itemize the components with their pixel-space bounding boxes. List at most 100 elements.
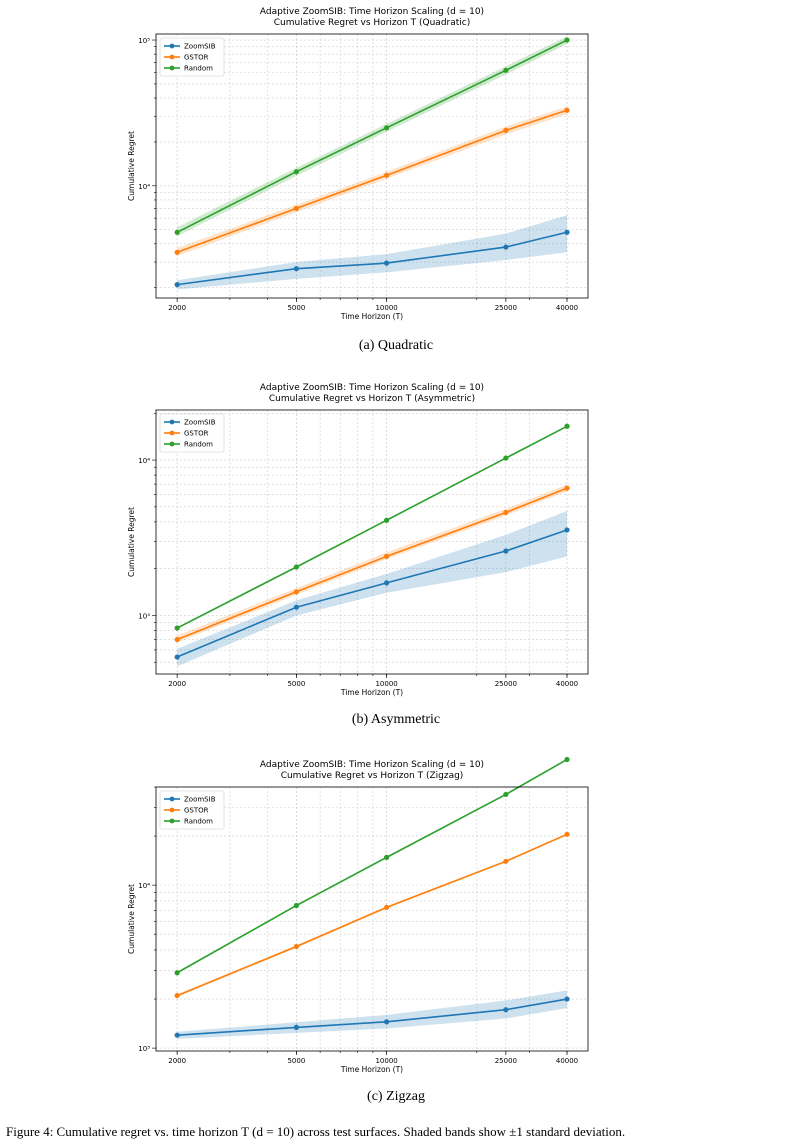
data-point bbox=[564, 756, 570, 763]
chart-panel-asymmetric: Adaptive ZoomSIB: Time Horizon Scaling (… bbox=[0, 376, 792, 741]
y-axis-label: Cumulative Regret bbox=[127, 507, 136, 577]
data-point bbox=[503, 455, 509, 461]
y-tick-label: 10⁴ bbox=[138, 183, 150, 191]
data-point bbox=[564, 423, 570, 429]
std-band bbox=[177, 511, 568, 667]
legend-label: Random bbox=[184, 818, 213, 826]
x-tick-label: 5000 bbox=[287, 304, 305, 312]
plot-area bbox=[156, 34, 588, 298]
plot-frame bbox=[155, 409, 589, 675]
grid bbox=[156, 410, 588, 674]
series-gstor bbox=[174, 484, 570, 643]
data-point bbox=[384, 553, 390, 559]
data-point bbox=[384, 854, 390, 860]
data-point bbox=[564, 485, 570, 491]
legend-box bbox=[159, 790, 225, 830]
legend-box bbox=[159, 413, 225, 453]
legend-swatch-marker bbox=[169, 818, 175, 824]
y-tick-label: 10⁴ bbox=[138, 457, 150, 465]
legend-swatch-marker bbox=[169, 43, 175, 49]
data-point bbox=[174, 282, 180, 288]
legend-label: GSTOR bbox=[184, 54, 209, 62]
data-point bbox=[293, 604, 299, 610]
data-point bbox=[503, 67, 509, 73]
x-axis-label: Time Horizon (T) bbox=[340, 312, 403, 321]
legend-label: ZoomSIB bbox=[184, 43, 216, 51]
chart-subtitle: Cumulative Regret vs Horizon T (Zigzag) bbox=[281, 771, 464, 781]
data-point bbox=[503, 509, 509, 516]
y-tick-label: 10⁴ bbox=[138, 882, 150, 890]
legend-swatch-marker bbox=[169, 65, 175, 71]
legend-label: ZoomSIB bbox=[184, 796, 216, 804]
chart-title: Adaptive ZoomSIB: Time Horizon Scaling (… bbox=[260, 760, 484, 770]
data-point bbox=[564, 996, 570, 1002]
data-point bbox=[384, 125, 390, 131]
legend-label: Random bbox=[184, 65, 213, 73]
chart-panel-zigzag: Adaptive ZoomSIB: Time Horizon Scaling (… bbox=[0, 753, 792, 1118]
data-point bbox=[564, 107, 570, 113]
x-tick-label: 40000 bbox=[556, 304, 578, 312]
x-axis-label: Time Horizon (T) bbox=[340, 688, 403, 697]
data-point bbox=[293, 205, 299, 211]
legend-swatch-marker bbox=[169, 807, 175, 813]
x-tick-label: 10000 bbox=[375, 304, 397, 312]
data-point bbox=[174, 654, 180, 660]
x-tick-label: 25000 bbox=[495, 1057, 517, 1065]
data-point bbox=[384, 904, 390, 911]
y-tick-label: 10⁵ bbox=[138, 37, 150, 45]
data-point bbox=[293, 564, 299, 570]
x-tick-label: 2000 bbox=[168, 680, 186, 688]
data-point bbox=[384, 517, 390, 523]
data-point bbox=[384, 172, 390, 178]
x-tick-label: 25000 bbox=[495, 304, 517, 312]
data-point bbox=[503, 127, 509, 133]
data-point bbox=[293, 943, 299, 950]
x-tick-label: 40000 bbox=[556, 1057, 578, 1065]
legend-swatch-marker bbox=[169, 441, 175, 447]
data-point bbox=[174, 229, 180, 235]
data-point bbox=[384, 1019, 390, 1025]
series-zoomsib bbox=[174, 215, 570, 290]
plot-area bbox=[156, 410, 588, 674]
chart-panel-quadratic: Adaptive ZoomSIB: Time Horizon Scaling (… bbox=[0, 0, 792, 365]
data-point bbox=[174, 249, 180, 255]
y-axis-label: Cumulative Regret bbox=[127, 131, 136, 201]
data-point bbox=[503, 858, 509, 864]
chart-subtitle: Cumulative Regret vs Horizon T (Quadrati… bbox=[274, 18, 471, 28]
std-band bbox=[177, 990, 568, 1039]
series-zoomsib bbox=[174, 511, 570, 667]
data-point bbox=[293, 902, 299, 909]
x-tick-label: 2000 bbox=[168, 1057, 186, 1065]
plot-frame bbox=[155, 786, 589, 1052]
data-point bbox=[384, 580, 390, 586]
series-random bbox=[174, 423, 570, 631]
std-band bbox=[177, 36, 568, 237]
data-point bbox=[564, 831, 570, 837]
data-point bbox=[174, 992, 180, 999]
data-point bbox=[564, 37, 570, 43]
data-point bbox=[174, 970, 180, 976]
data-point bbox=[293, 589, 299, 595]
data-point bbox=[503, 244, 509, 250]
series-random bbox=[174, 36, 570, 237]
legend-swatch-marker bbox=[169, 796, 175, 802]
std-band bbox=[177, 215, 568, 290]
data-point bbox=[293, 266, 299, 272]
legend-box bbox=[159, 37, 225, 77]
chart-subtitle: Cumulative Regret vs Horizon T (Asymmetr… bbox=[269, 394, 475, 404]
x-tick-label: 5000 bbox=[287, 680, 305, 688]
x-axis-label: Time Horizon (T) bbox=[340, 1065, 403, 1074]
legend-label: Random bbox=[184, 441, 213, 449]
legend-label: GSTOR bbox=[184, 430, 209, 438]
plot-frame bbox=[155, 33, 589, 299]
legend-swatch-marker bbox=[169, 54, 175, 60]
x-tick-label: 10000 bbox=[375, 680, 397, 688]
chart-svg: Adaptive ZoomSIB: Time Horizon Scaling (… bbox=[127, 756, 589, 1074]
x-tick-label: 2000 bbox=[168, 304, 186, 312]
chart-title: Adaptive ZoomSIB: Time Horizon Scaling (… bbox=[260, 383, 484, 393]
chart-title: Adaptive ZoomSIB: Time Horizon Scaling (… bbox=[260, 7, 484, 17]
legend: ZoomSIB GSTOR Random bbox=[159, 413, 225, 453]
data-point bbox=[564, 229, 570, 235]
plot-area bbox=[156, 787, 588, 1051]
data-point bbox=[293, 1024, 299, 1030]
